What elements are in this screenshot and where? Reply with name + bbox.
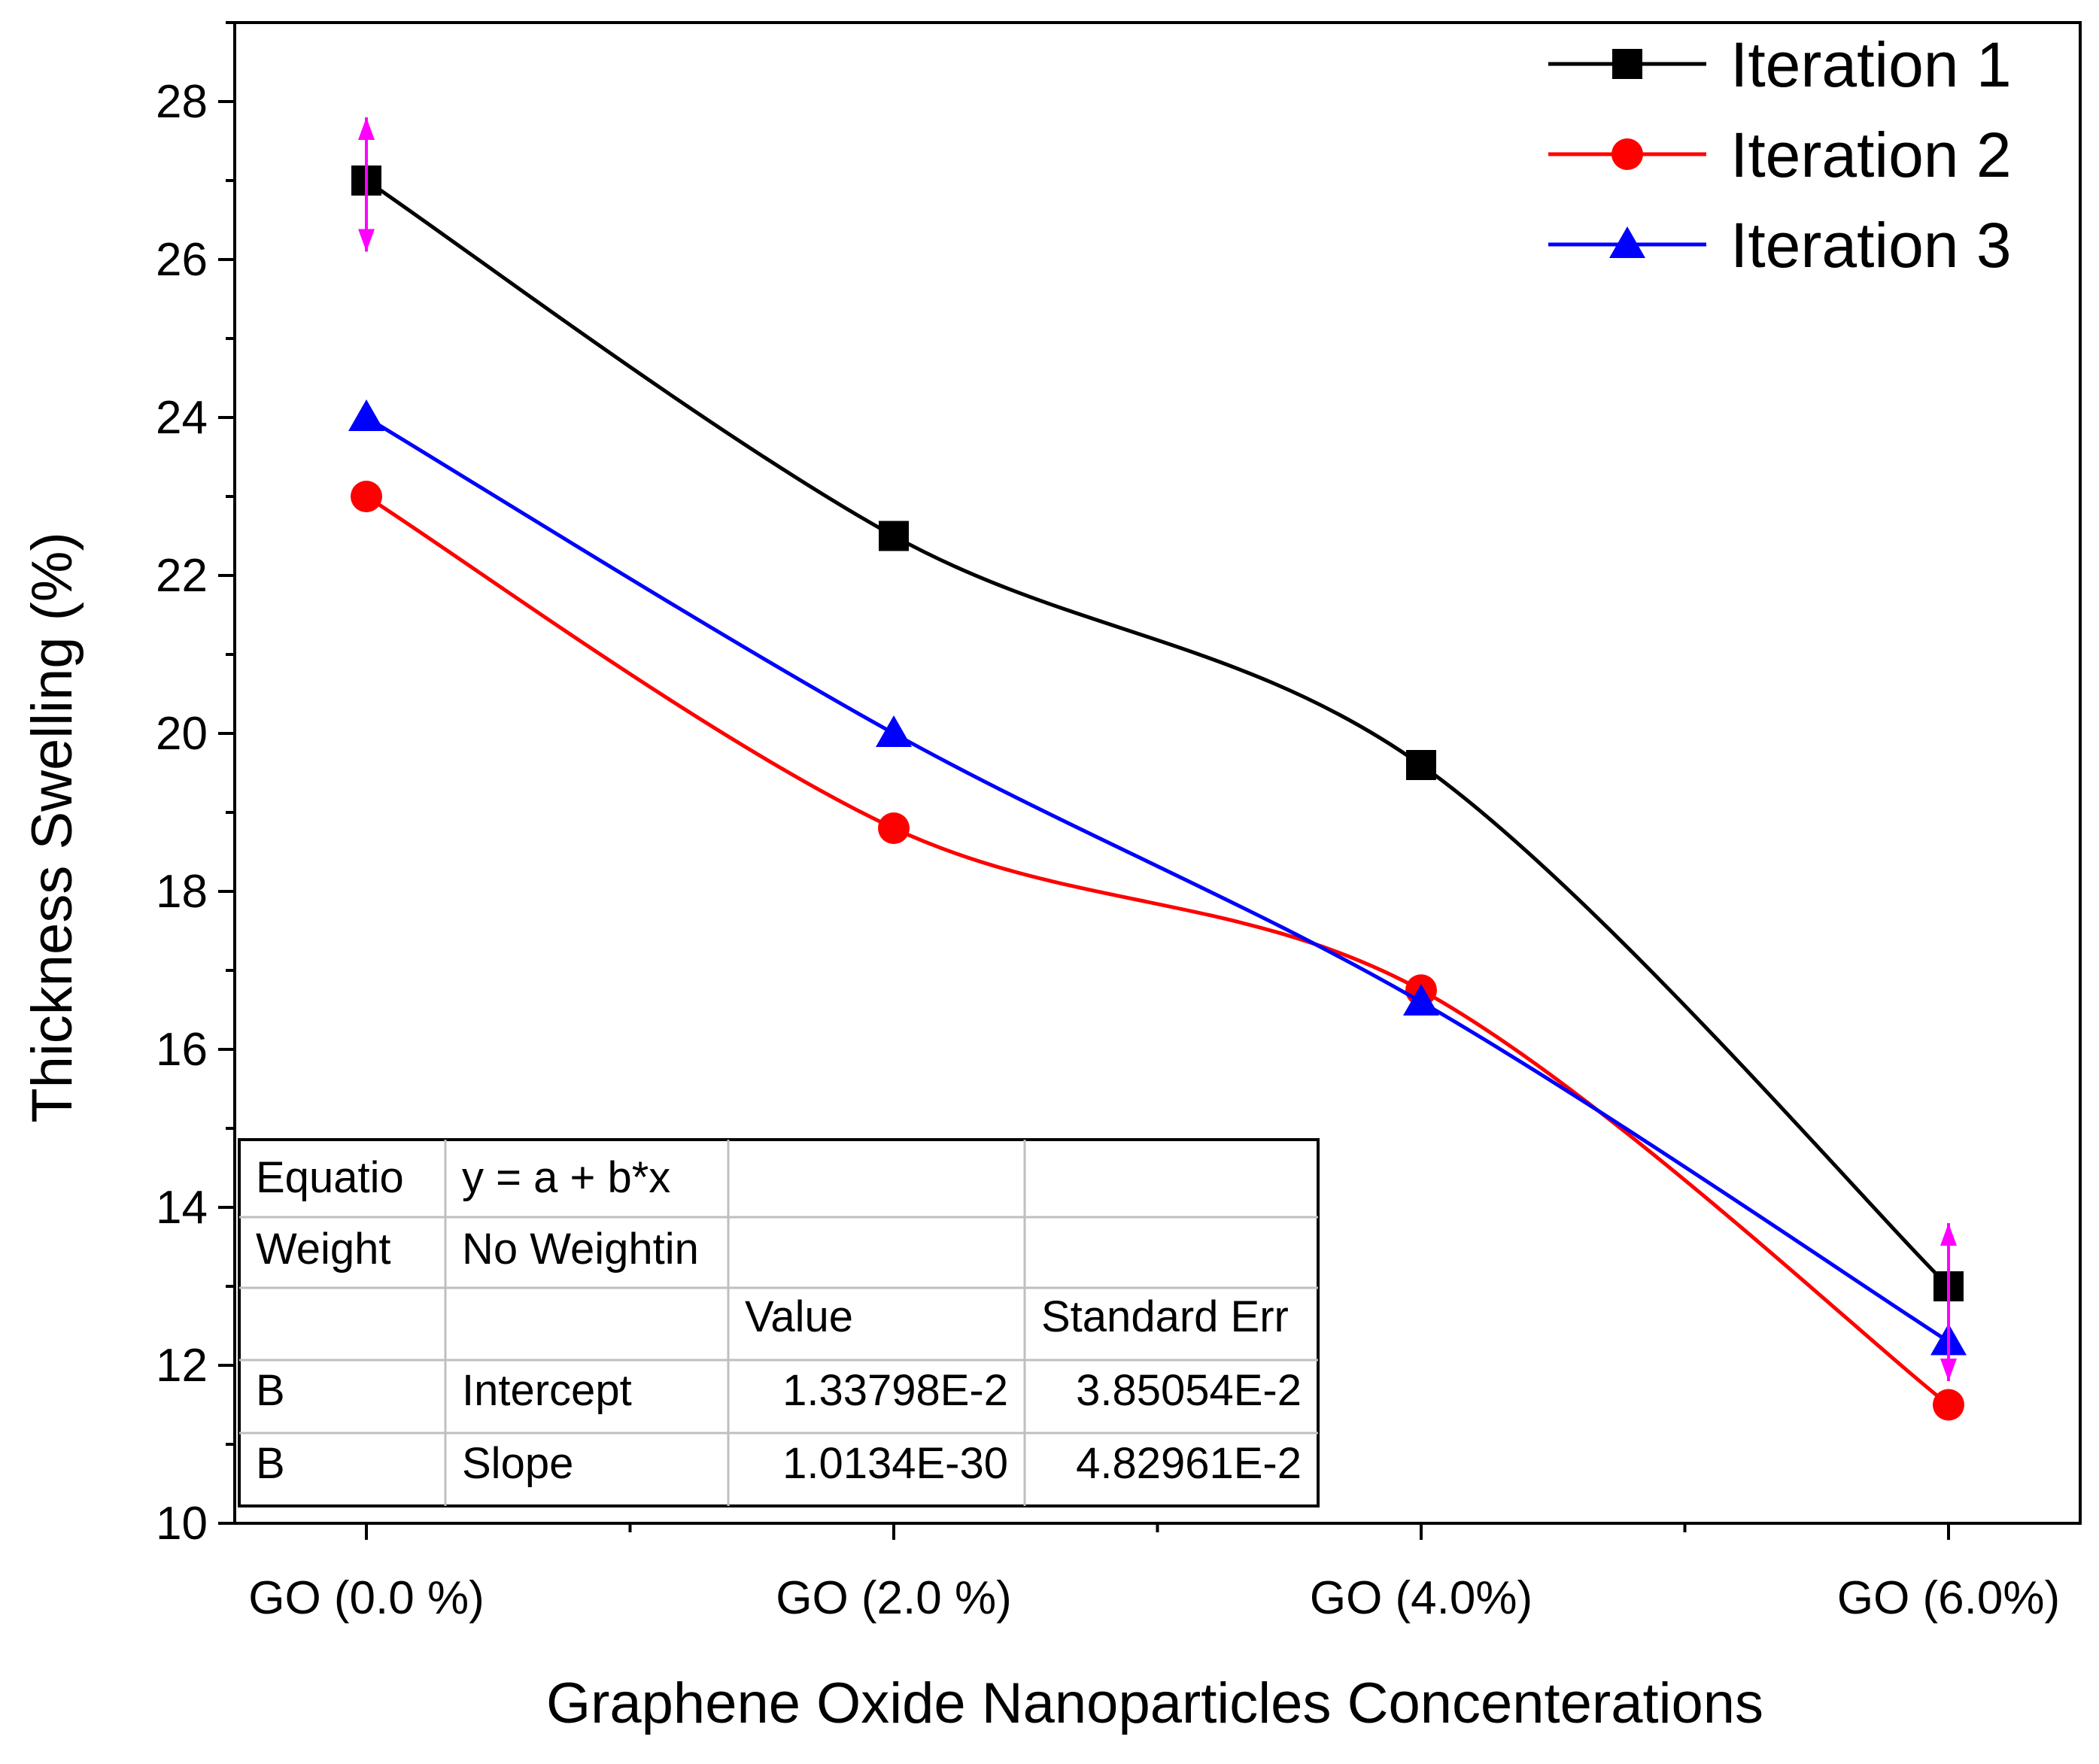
y-tick-label: 22 <box>156 550 208 602</box>
table-cell: Weight <box>256 1225 390 1274</box>
x-axis: GO (0.0 %) GO (2.0 %) GO (4.0%) GO (6.0%) <box>248 1523 2060 1624</box>
y-tick-label: 24 <box>156 392 208 444</box>
table-border <box>238 1138 1320 1507</box>
series-line <box>365 494 1950 1407</box>
table-cell: B <box>256 1366 285 1415</box>
data-point <box>1406 750 1436 780</box>
x-tick-label: GO (4.0%) <box>1310 1572 1532 1624</box>
legend-label: Iteration 3 <box>1730 210 2012 281</box>
table-cell: 3.85054E-2 <box>1076 1366 1302 1415</box>
x-tick-label: GO (2.0 %) <box>776 1572 1012 1624</box>
data-point <box>1403 984 1439 1016</box>
y-tick-label: 26 <box>156 234 208 286</box>
y-tick-label: 14 <box>156 1182 208 1234</box>
table-cell: 4.82961E-2 <box>1076 1439 1302 1488</box>
legend-label: Iteration 2 <box>1730 120 2012 190</box>
table-cell: y = a + b*x <box>462 1153 670 1202</box>
legend: Iteration 1 Iteration 2 Iteration 3 <box>1548 29 2012 281</box>
error-bar <box>358 117 375 252</box>
data-point <box>1933 1389 1964 1421</box>
x-axis-title: Graphene Oxide Nanoparticles Concenterat… <box>546 1671 1763 1735</box>
legend-marker <box>1611 138 1643 170</box>
legend-marker <box>1612 49 1642 79</box>
y-axis-title: Thickness Swelling (%) <box>20 532 84 1123</box>
y-axis: 10 12 14 16 18 20 22 24 26 28 <box>156 21 235 1550</box>
y-tick-label: 18 <box>156 866 208 918</box>
y-tick-label: 28 <box>156 76 208 128</box>
legend-entry-2: Iteration 2 <box>1548 120 2012 190</box>
y-tick-label: 16 <box>156 1024 208 1076</box>
table-cell: 1.33798E-2 <box>782 1366 1008 1415</box>
series-line <box>365 415 1950 1343</box>
table-cell: Equatio <box>256 1153 404 1202</box>
data-point <box>348 399 384 431</box>
error-bars <box>358 117 1957 1381</box>
error-bar-cap-top <box>1940 1223 1957 1246</box>
error-bar-cap-bottom <box>358 229 375 252</box>
x-tick-label: GO (0.0 %) <box>248 1572 485 1624</box>
table-cell: B <box>256 1439 285 1488</box>
table-cell: Standard Err <box>1041 1292 1289 1341</box>
table-cell: 1.0134E-30 <box>782 1439 1008 1488</box>
table-cell: No Weightin <box>462 1225 699 1274</box>
data-point <box>876 715 912 747</box>
legend-marker <box>1609 226 1645 258</box>
legend-entry-1: Iteration 1 <box>1548 29 2012 100</box>
series-line <box>365 178 1950 1288</box>
legend-label: Iteration 1 <box>1730 29 2012 100</box>
stats-table: Equatio y = a + b*x Weight No Weightin Value… <box>238 1138 1320 1507</box>
data-point <box>879 521 909 551</box>
data-point <box>878 812 910 844</box>
series-layer <box>348 165 1967 1421</box>
table-cell: Slope <box>462 1439 573 1488</box>
error-bar-cap-top <box>358 117 375 140</box>
series-1 <box>351 165 1964 1301</box>
error-bar <box>1940 1223 1957 1381</box>
x-tick-label: GO (6.0%) <box>1837 1572 2060 1624</box>
table-cell: Value <box>745 1292 853 1341</box>
data-point <box>351 481 382 512</box>
table-cell: Intercept <box>462 1366 632 1415</box>
legend-entry-3: Iteration 3 <box>1548 210 2012 281</box>
y-tick-label: 12 <box>156 1340 208 1392</box>
y-tick-label: 20 <box>156 708 208 760</box>
error-bar-cap-bottom <box>1940 1359 1957 1381</box>
y-tick-label: 10 <box>156 1498 208 1550</box>
